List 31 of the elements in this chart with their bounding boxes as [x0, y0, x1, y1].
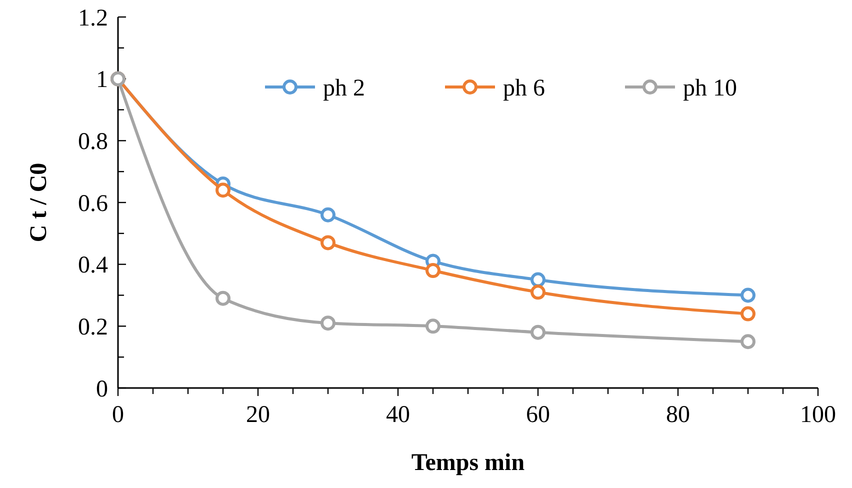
- x-tick-label: 60: [526, 402, 550, 428]
- y-tick-label: 0.4: [78, 252, 108, 279]
- y-tick-label: 0.8: [78, 129, 108, 156]
- legend-label: ph 10: [683, 75, 737, 102]
- point: [740, 288, 756, 303]
- point: [216, 290, 230, 306]
- point: [320, 235, 336, 250]
- legend-label: ph 6: [503, 75, 545, 102]
- point: [426, 263, 440, 278]
- point: [530, 284, 546, 300]
- y-tick-label: 1: [96, 67, 108, 94]
- y-tick-label: 1.2: [78, 5, 108, 32]
- y-tick-label: 0: [96, 376, 108, 402]
- y-axis-title: C t / C0: [26, 162, 52, 242]
- point: [320, 207, 336, 222]
- legend-label: ph 2: [323, 75, 365, 102]
- point: [740, 306, 756, 322]
- point: [216, 182, 230, 198]
- x-tick-label: 80: [666, 402, 690, 428]
- x-tick-label: 20: [246, 402, 270, 428]
- x-axis-title: Temps min: [411, 450, 525, 476]
- x-tick-label: 40: [386, 402, 410, 428]
- y-tick-label: 0.6: [78, 190, 108, 217]
- x-tick-label: 100: [800, 402, 836, 428]
- point: [320, 316, 336, 331]
- point: [530, 324, 546, 340]
- point: [426, 318, 440, 334]
- point: [530, 272, 546, 288]
- y-tick-label: 0.2: [78, 314, 108, 341]
- x-tick-label: 0: [112, 402, 124, 428]
- point: [740, 334, 756, 350]
